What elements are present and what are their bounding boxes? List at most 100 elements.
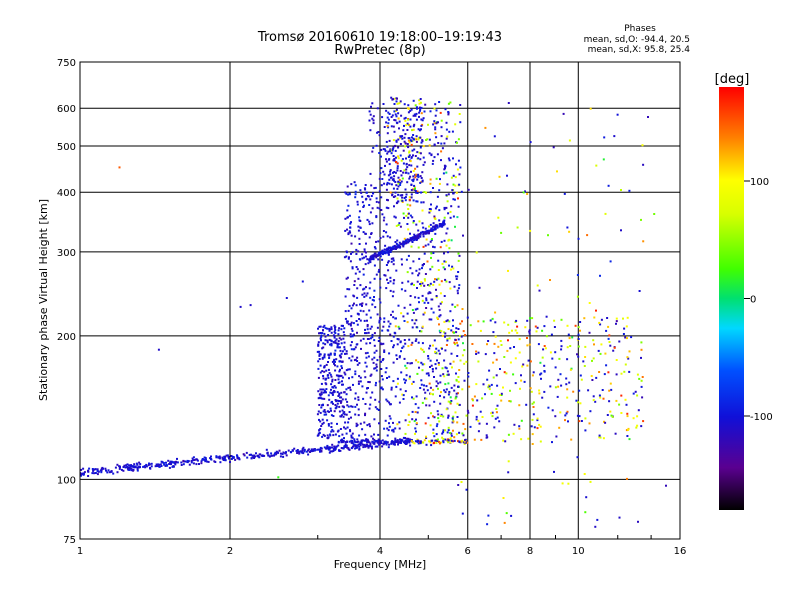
- data-point: [364, 444, 367, 447]
- data-point: [388, 163, 391, 166]
- data-point: [160, 465, 163, 467]
- data-point: [626, 356, 629, 359]
- data-point: [420, 141, 423, 144]
- data-point: [628, 438, 631, 441]
- data-point: [354, 392, 357, 395]
- data-point: [383, 173, 386, 176]
- data-point: [340, 338, 343, 341]
- data-point: [380, 148, 383, 151]
- data-point: [452, 215, 455, 218]
- data-point: [373, 339, 376, 342]
- data-point: [370, 325, 373, 328]
- data-point: [544, 347, 547, 350]
- data-point: [319, 450, 321, 453]
- data-point: [355, 422, 358, 425]
- data-point: [343, 411, 346, 414]
- data-point: [405, 367, 408, 370]
- data-point: [541, 396, 544, 399]
- data-point: [620, 412, 623, 414]
- data-point: [439, 178, 441, 181]
- data-point: [301, 449, 304, 452]
- data-point: [429, 223, 432, 226]
- data-point: [455, 327, 458, 330]
- data-point: [107, 469, 110, 472]
- data-point: [368, 223, 371, 226]
- data-point: [421, 119, 424, 122]
- data-point: [399, 225, 402, 228]
- data-point: [557, 385, 560, 388]
- data-point: [375, 363, 378, 366]
- data-point: [354, 235, 357, 238]
- data-point: [341, 433, 344, 436]
- data-point: [465, 488, 468, 491]
- data-point: [443, 252, 445, 255]
- data-point: [396, 187, 399, 190]
- data-point: [452, 319, 454, 322]
- data-point: [405, 157, 407, 160]
- data-point: [615, 399, 618, 402]
- data-point: [447, 441, 450, 444]
- data-point: [451, 130, 454, 133]
- data-point: [344, 443, 347, 446]
- data-point: [366, 319, 368, 322]
- data-point: [415, 326, 418, 329]
- data-point: [321, 435, 324, 438]
- data-point: [429, 208, 432, 211]
- data-point: [157, 348, 160, 351]
- data-point: [192, 456, 195, 459]
- data-point: [405, 242, 408, 245]
- data-point: [364, 376, 367, 379]
- data-point: [357, 225, 360, 228]
- data-point: [347, 232, 350, 235]
- data-point: [450, 400, 453, 402]
- data-point: [285, 451, 287, 454]
- data-point: [588, 302, 591, 304]
- data-point: [487, 340, 490, 342]
- data-point: [449, 287, 452, 290]
- data-point: [334, 369, 337, 372]
- data-point: [224, 455, 227, 458]
- data-point: [434, 207, 437, 210]
- data-point: [447, 102, 450, 105]
- data-point: [426, 389, 429, 392]
- data-point: [328, 398, 331, 401]
- data-point: [369, 374, 372, 377]
- data-point: [526, 319, 529, 322]
- data-point: [218, 456, 221, 459]
- data-point: [135, 462, 138, 465]
- data-point: [203, 458, 206, 461]
- data-point: [350, 327, 353, 330]
- data-point: [582, 360, 585, 363]
- data-point: [394, 440, 397, 443]
- data-point: [370, 233, 373, 235]
- data-point: [577, 345, 580, 348]
- data-point: [388, 178, 391, 181]
- data-point: [88, 467, 91, 470]
- data-point: [559, 411, 562, 414]
- data-point: [338, 346, 341, 349]
- data-point: [344, 373, 347, 376]
- data-point: [387, 269, 390, 272]
- data-point: [355, 248, 358, 251]
- data-point: [615, 322, 617, 325]
- data-point: [387, 118, 390, 121]
- data-point: [363, 187, 366, 190]
- data-point: [415, 237, 418, 240]
- data-point: [382, 103, 385, 105]
- data-point: [634, 390, 637, 393]
- data-point: [326, 437, 329, 440]
- data-point: [431, 265, 434, 268]
- data-point: [507, 460, 510, 463]
- data-point: [332, 341, 335, 344]
- data-point: [281, 453, 284, 456]
- data-point: [397, 146, 400, 149]
- data-point: [458, 183, 461, 186]
- data-point: [442, 441, 445, 444]
- data-point: [437, 349, 440, 352]
- data-point: [396, 167, 399, 170]
- data-point: [421, 267, 423, 270]
- data-point: [320, 391, 323, 394]
- data-point: [538, 289, 541, 292]
- data-point: [324, 327, 327, 330]
- data-point: [397, 338, 400, 341]
